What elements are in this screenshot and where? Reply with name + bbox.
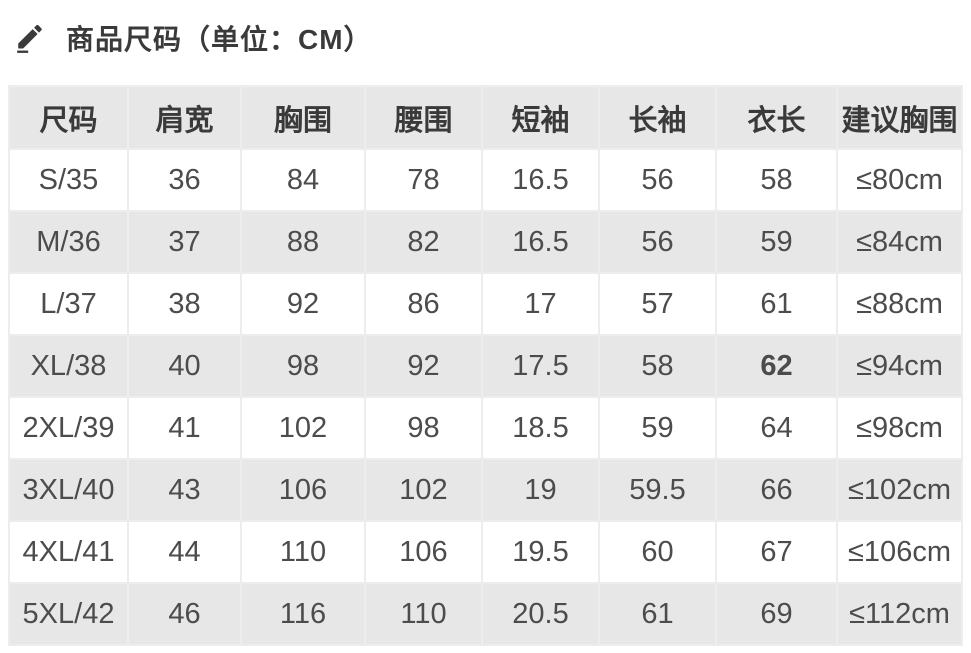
cell-waist: 106 [366, 522, 481, 582]
cell-waist: 98 [366, 398, 481, 458]
cell-size: XL/38 [10, 336, 127, 396]
cell-size: L/37 [10, 274, 127, 334]
cell-shoulder: 38 [129, 274, 240, 334]
table-row: L/37 38 92 86 17 57 61 ≤88cm [10, 274, 961, 334]
cell-length: 66 [717, 460, 836, 520]
cell-suggest-bust: ≤112cm [838, 584, 961, 644]
cell-length: 58 [717, 150, 836, 210]
cell-short-sleeve: 17 [483, 274, 598, 334]
cell-bust: 84 [242, 150, 364, 210]
cell-waist: 78 [366, 150, 481, 210]
cell-size: 2XL/39 [10, 398, 127, 458]
cell-bust: 88 [242, 212, 364, 272]
table-row: 2XL/39 41 102 98 18.5 59 64 ≤98cm [10, 398, 961, 458]
cell-waist: 92 [366, 336, 481, 396]
cell-length: 59 [717, 212, 836, 272]
cell-shoulder: 41 [129, 398, 240, 458]
column-header-bust: 胸围 [242, 87, 364, 148]
table-row: 4XL/41 44 110 106 19.5 60 67 ≤106cm [10, 522, 961, 582]
cell-bust: 106 [242, 460, 364, 520]
table-row: 5XL/42 46 116 110 20.5 61 69 ≤112cm [10, 584, 961, 644]
cell-short-sleeve: 20.5 [483, 584, 598, 644]
cell-length: 67 [717, 522, 836, 582]
cell-size: S/35 [10, 150, 127, 210]
cell-long-sleeve: 61 [600, 584, 715, 644]
cell-suggest-bust: ≤106cm [838, 522, 961, 582]
cell-length: 62 [717, 336, 836, 396]
table-row: 3XL/40 43 106 102 19 59.5 66 ≤102cm [10, 460, 961, 520]
column-header-long-sleeve: 长袖 [600, 87, 715, 148]
cell-short-sleeve: 16.5 [483, 212, 598, 272]
section-title-bar: 商品尺码（单位：CM） [14, 16, 373, 60]
size-table-header-row: 尺码 肩宽 胸围 腰围 短袖 长袖 衣长 建议胸围 [10, 87, 961, 148]
cell-length: 64 [717, 398, 836, 458]
cell-long-sleeve: 56 [600, 212, 715, 272]
cell-long-sleeve: 59.5 [600, 460, 715, 520]
cell-waist: 110 [366, 584, 481, 644]
cell-shoulder: 36 [129, 150, 240, 210]
column-header-waist: 腰围 [366, 87, 481, 148]
cell-suggest-bust: ≤98cm [838, 398, 961, 458]
cell-bust: 102 [242, 398, 364, 458]
column-header-size: 尺码 [10, 87, 127, 148]
pencil-icon [14, 21, 46, 55]
cell-size: 4XL/41 [10, 522, 127, 582]
cell-shoulder: 43 [129, 460, 240, 520]
cell-size: 5XL/42 [10, 584, 127, 644]
cell-short-sleeve: 19.5 [483, 522, 598, 582]
cell-long-sleeve: 60 [600, 522, 715, 582]
cell-waist: 86 [366, 274, 481, 334]
cell-long-sleeve: 57 [600, 274, 715, 334]
column-header-short-sleeve: 短袖 [483, 87, 598, 148]
cell-size: 3XL/40 [10, 460, 127, 520]
table-row: S/35 36 84 78 16.5 56 58 ≤80cm [10, 150, 961, 210]
cell-long-sleeve: 58 [600, 336, 715, 396]
cell-long-sleeve: 59 [600, 398, 715, 458]
cell-short-sleeve: 17.5 [483, 336, 598, 396]
cell-suggest-bust: ≤80cm [838, 150, 961, 210]
cell-length: 61 [717, 274, 836, 334]
cell-long-sleeve: 56 [600, 150, 715, 210]
cell-suggest-bust: ≤84cm [838, 212, 961, 272]
cell-short-sleeve: 19 [483, 460, 598, 520]
cell-shoulder: 37 [129, 212, 240, 272]
cell-suggest-bust: ≤94cm [838, 336, 961, 396]
cell-size: M/36 [10, 212, 127, 272]
cell-bust: 92 [242, 274, 364, 334]
cell-suggest-bust: ≤88cm [838, 274, 961, 334]
cell-short-sleeve: 16.5 [483, 150, 598, 210]
page-title: 商品尺码（单位：CM） [66, 24, 373, 55]
column-header-length: 衣长 [717, 87, 836, 148]
cell-bust: 110 [242, 522, 364, 582]
cell-shoulder: 44 [129, 522, 240, 582]
cell-short-sleeve: 18.5 [483, 398, 598, 458]
cell-bust: 116 [242, 584, 364, 644]
cell-shoulder: 46 [129, 584, 240, 644]
column-header-suggest-bust: 建议胸围 [838, 87, 961, 148]
column-header-shoulder: 肩宽 [129, 87, 240, 148]
cell-suggest-bust: ≤102cm [838, 460, 961, 520]
cell-length: 69 [717, 584, 836, 644]
cell-waist: 82 [366, 212, 481, 272]
cell-bust: 98 [242, 336, 364, 396]
size-table: 尺码 肩宽 胸围 腰围 短袖 长袖 衣长 建议胸围 S/35 36 84 78 16.5 56 58 ≤80… [8, 85, 963, 646]
table-row: XL/38 40 98 92 17.5 58 62 ≤94cm [10, 336, 961, 396]
cell-shoulder: 40 [129, 336, 240, 396]
table-row: M/36 37 88 82 16.5 56 59 ≤84cm [10, 212, 961, 272]
cell-waist: 102 [366, 460, 481, 520]
